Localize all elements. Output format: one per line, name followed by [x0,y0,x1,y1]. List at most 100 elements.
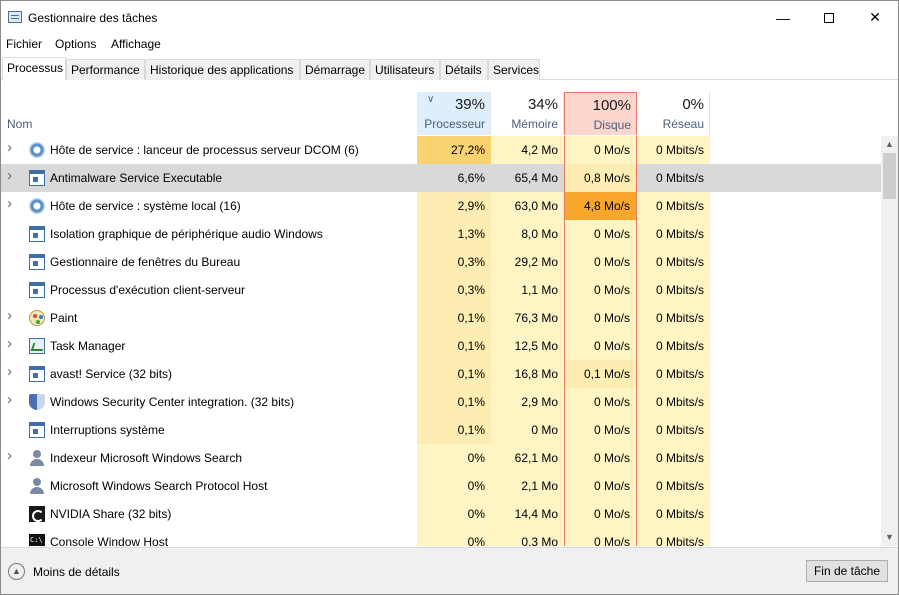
process-row[interactable]: Interruptions système 0,1% 0 Mo 0 Mo/s 0 Mbi… [1,416,881,444]
tab-demarrage[interactable]: Démarrage [300,59,370,80]
memory-cell: 16,8 Mo [491,360,564,388]
menu-affichage[interactable]: Affichage [111,37,161,51]
memory-cell: 65,4 Mo [491,164,564,192]
expand-chevron-icon[interactable]: › [7,307,12,324]
cpu-cell: 0% [417,500,491,528]
expand-chevron-icon[interactable]: › [7,447,12,464]
process-row[interactable]: › Windows Security Center integration. (3… [1,388,881,416]
footer-bar: ▲ Moins de détails Fin de tâche [1,547,898,594]
disk-cell: 0 Mo/s [564,500,637,528]
disk-cell: 0 Mo/s [564,136,637,164]
end-task-button[interactable]: Fin de tâche [806,560,888,582]
disk-cell: 0 Mo/s [564,248,637,276]
cpu-cell: 27,2% [417,136,491,164]
expand-chevron-icon[interactable]: › [7,391,12,408]
network-cell: 0 Mbits/s [637,500,710,528]
memory-cell: 8,0 Mo [491,220,564,248]
process-row[interactable]: › Indexeur Microsoft Windows Search 0% 62,1… [1,444,881,472]
chevron-up-icon[interactable]: ▲ [8,563,25,580]
process-row[interactable]: › Antimalware Service Executable 6,6% 65,4 … [1,164,881,192]
process-row[interactable]: › Hôte de service : lanceur de processus … [1,136,881,164]
memory-cell: 4,2 Mo [491,136,564,164]
cpu-cell: 1,3% [417,220,491,248]
process-name: Processus d'exécution client-serveur [50,283,246,297]
column-header-disk[interactable]: 100% Disque [564,92,637,135]
minimize-button[interactable]: — [760,1,806,34]
column-header: Nom ∨ 39% Processeur 34% Mémoire 100% Di… [1,91,881,135]
network-cell: 0 Mbits/s [637,304,710,332]
process-name: Windows Security Center integration. (32… [50,395,295,409]
maximize-button[interactable] [806,1,852,34]
window-icon [29,282,45,298]
scrollbar-thumb[interactable] [883,153,896,199]
column-header-memory[interactable]: 34% Mémoire [491,92,564,135]
menu-options[interactable]: Options [55,37,97,51]
menu-fichier[interactable]: Fichier [6,37,43,51]
process-name: Gestionnaire de fenêtres du Bureau [50,255,241,269]
disk-cell: 0 Mo/s [564,528,637,546]
tab-processus[interactable]: Processus [2,57,66,81]
process-row[interactable]: Console Window Host 0%0,3 Mo0 Mo/s0 Mbits… [1,528,881,546]
cpu-cell: 6,6% [417,164,491,192]
scroll-up-icon[interactable]: ▲ [885,139,894,149]
shield-icon [29,394,45,410]
disk-cell: 0 Mo/s [564,276,637,304]
column-header-network[interactable]: 0% Réseau [637,92,710,135]
disk-cell: 0 Mo/s [564,220,637,248]
process-name: avast! Service (32 bits) [50,367,173,381]
cpu-cell: 0,1% [417,332,491,360]
disk-cell: 4,8 Mo/s [564,192,637,220]
process-row[interactable]: › avast! Service (32 bits) 0,1% 16,8 Mo 0,1 … [1,360,881,388]
vertical-scrollbar[interactable]: ▲ ▼ [881,136,898,546]
tab-services[interactable]: Services [488,59,540,80]
expand-chevron-icon[interactable]: › [7,167,12,184]
minimize-icon: — [776,9,790,26]
process-row[interactable]: › Hôte de service : système local (16) 2,9… [1,192,881,220]
network-cell: 0 Mbits/s [637,276,710,304]
memory-cell: 29,2 Mo [491,248,564,276]
process-name: Microsoft Windows Search Protocol Host [50,479,268,493]
process-row[interactable]: Processus d'exécution client-serveur 0,3%… [1,276,881,304]
expand-chevron-icon[interactable]: › [7,139,12,156]
expand-chevron-icon[interactable]: › [7,363,12,380]
cpu-column-label: Processeur [424,117,485,131]
user-icon [29,450,45,466]
window-icon [29,254,45,270]
less-details-link[interactable]: Moins de détails [33,565,120,579]
expand-chevron-icon[interactable]: › [7,335,12,352]
process-row[interactable]: Isolation graphique de périphérique audi… [1,220,881,248]
process-row[interactable]: › Paint 0,1% 76,3 Mo 0 Mo/s 0 Mbits/s [1,304,881,332]
process-row[interactable]: › Task Manager 0,1% 12,5 Mo 0 Mo/s 0 Mbits/s [1,332,881,360]
disk-total-percent: 100% [592,97,631,114]
network-total-percent: 0% [682,96,704,113]
paint-icon [29,310,45,326]
gear-icon [29,198,45,214]
process-row[interactable]: Gestionnaire de fenêtres du Bureau 0,3% 29… [1,248,881,276]
tab-utilisateurs[interactable]: Utilisateurs [370,59,440,80]
process-name: Console Window Host [50,535,169,546]
disk-cell: 0,8 Mo/s [564,164,637,192]
cpu-cell: 2,9% [417,192,491,220]
close-button[interactable]: ✕ [852,1,898,34]
scroll-down-icon[interactable]: ▼ [885,532,894,542]
cpu-cell: 0% [417,528,491,546]
process-name: Hôte de service : lanceur de processus s… [50,143,359,157]
network-cell: 0 Mbits/s [637,220,710,248]
process-row[interactable]: NVIDIA Share (32 bits) 0% 14,4 Mo 0 Mo/s 0 M… [1,500,881,528]
expand-chevron-icon[interactable]: › [7,195,12,212]
network-column-label: Réseau [662,117,704,131]
disk-cell: 0 Mo/s [564,416,637,444]
column-header-name[interactable]: Nom [7,117,33,131]
memory-cell: 14,4 Mo [491,500,564,528]
column-header-cpu[interactable]: ∨ 39% Processeur [417,92,491,135]
tab-performance[interactable]: Performance [66,59,145,80]
window-title: Gestionnaire des tâches [28,11,158,25]
memory-cell: 2,9 Mo [491,388,564,416]
memory-cell: 12,5 Mo [491,332,564,360]
tab-historique[interactable]: Historique des applications [145,59,300,80]
tab-details[interactable]: Détails [440,59,488,80]
process-row[interactable]: Microsoft Windows Search Protocol Host 0%… [1,472,881,500]
window-icon [29,366,45,382]
task-manager-icon [29,338,45,354]
